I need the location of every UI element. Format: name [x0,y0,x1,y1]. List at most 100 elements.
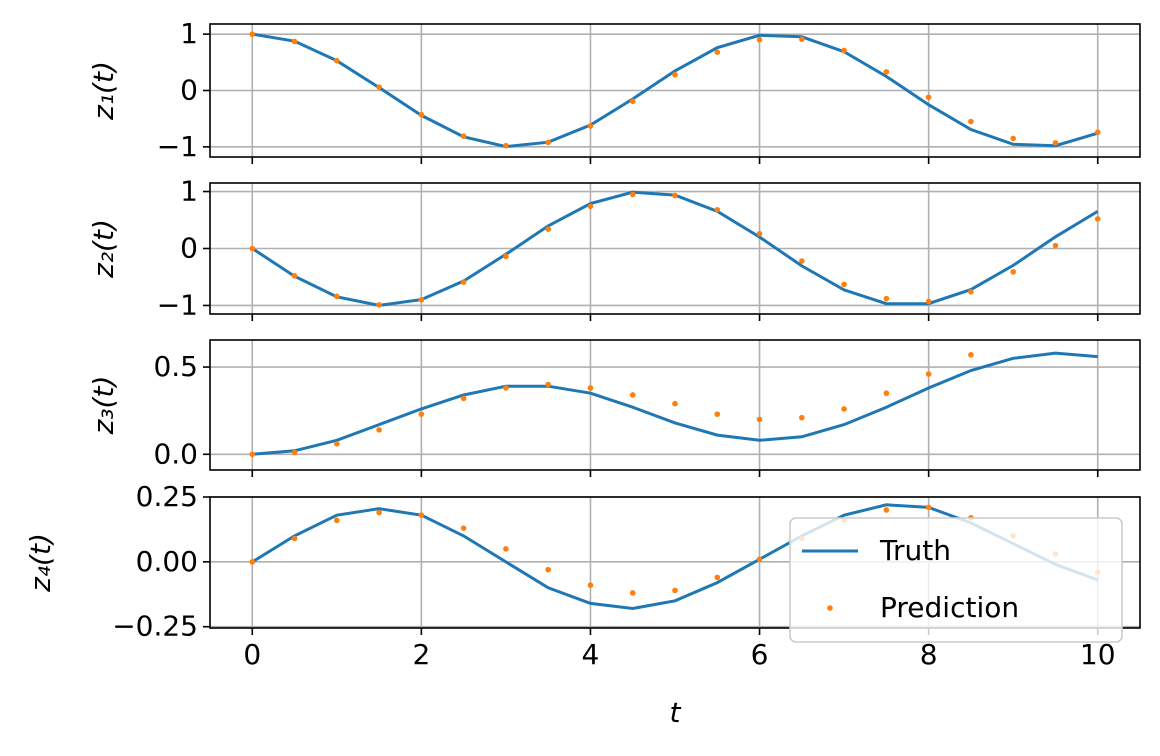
dot [672,71,678,78]
y-tick-label: 0.00 [136,545,198,578]
y-tick-label: 0.5 [153,350,198,383]
dot [841,281,847,288]
y-axis-label: z₄(t) [24,533,57,593]
dot [545,139,551,146]
dot [883,390,890,397]
dot [418,111,425,118]
dot [841,47,847,54]
y-axis-label: z₃(t) [87,376,120,436]
legend-label: Truth [879,534,951,567]
subplot: −1 0 1 z₂(t) [87,175,1141,321]
dot [587,385,594,391]
dot [799,414,805,421]
axes-frame [209,339,1141,471]
dot [629,98,636,105]
dot [925,371,932,377]
dot [756,230,763,237]
x-tick-label: 10 [1080,638,1116,671]
dot [1094,216,1101,222]
dot [291,449,298,456]
line [252,32,1099,149]
plot-area [249,31,1101,149]
plot-area [249,322,1098,458]
dot [714,574,721,581]
dot [968,352,974,358]
dot [883,69,890,75]
dot [672,587,678,594]
dot [714,49,721,55]
y-tick-label: 0.25 [136,480,198,513]
dot [503,385,509,391]
dot [291,38,298,45]
dot [460,279,467,285]
dot [460,525,467,531]
dot [672,192,678,199]
dot [1010,135,1016,142]
dot [249,31,256,37]
subplot: 0.0 0.5 z₃(t) [87,322,1141,477]
dot [968,118,974,125]
dot [714,411,721,417]
dot [799,258,805,264]
dot [756,36,763,43]
dot [334,517,340,524]
y-tick-label: 1 [180,175,198,208]
dot [883,507,890,513]
subplot: 0 2 4 6 8 10 −0.25 0.00 0.25 z₄(t) t Truth Predictio… [24,480,1141,729]
y-tick-label: −1 [157,288,198,321]
dot [841,406,847,412]
dot [629,392,636,398]
x-tick-label: 6 [751,638,769,671]
dot [334,57,340,64]
dot [1010,269,1016,275]
x-tick-label: 2 [412,638,430,671]
dot [799,36,805,43]
dot [545,566,551,573]
y-tick-label: 0 [180,74,198,107]
dot [291,535,298,542]
dot [418,411,425,417]
y-tick-label: −0.25 [112,610,198,643]
dot [291,273,298,279]
dot [376,427,382,433]
y-tick-label: 1 [180,17,198,50]
line [252,351,1098,456]
dot [545,381,551,388]
x-tick-label: 8 [920,638,938,671]
dot [756,416,763,423]
plot-area [249,190,1101,308]
dot [629,191,636,198]
dot [1094,129,1101,136]
dot [587,123,594,129]
dot [376,302,382,308]
dot [714,206,721,213]
y-tick-label: 0.0 [153,437,198,470]
dot [376,509,382,516]
dot [587,203,594,210]
dot [418,296,425,303]
dot [672,400,678,407]
dot [1052,140,1059,146]
dot [545,226,551,232]
dot [334,441,340,447]
dot [925,298,932,305]
y-axis-label: z₂(t) [87,219,120,279]
legend: Truth Prediction [789,517,1123,643]
y-tick-label: 0 [180,232,198,265]
axes-frame [209,496,1141,629]
dot [1053,322,1059,328]
dot [968,288,974,295]
dot [925,94,932,101]
dot [460,133,467,139]
legend-swatch [827,605,833,611]
axes-frame [209,23,1141,158]
dot [503,546,509,552]
subplot: −1 0 1 z₁(t) [87,17,1141,164]
x-tick-label: 0 [243,638,261,671]
legend-box [789,517,1123,643]
dot [376,84,382,90]
dot [629,590,636,596]
dot [756,556,763,563]
dot [460,395,467,402]
